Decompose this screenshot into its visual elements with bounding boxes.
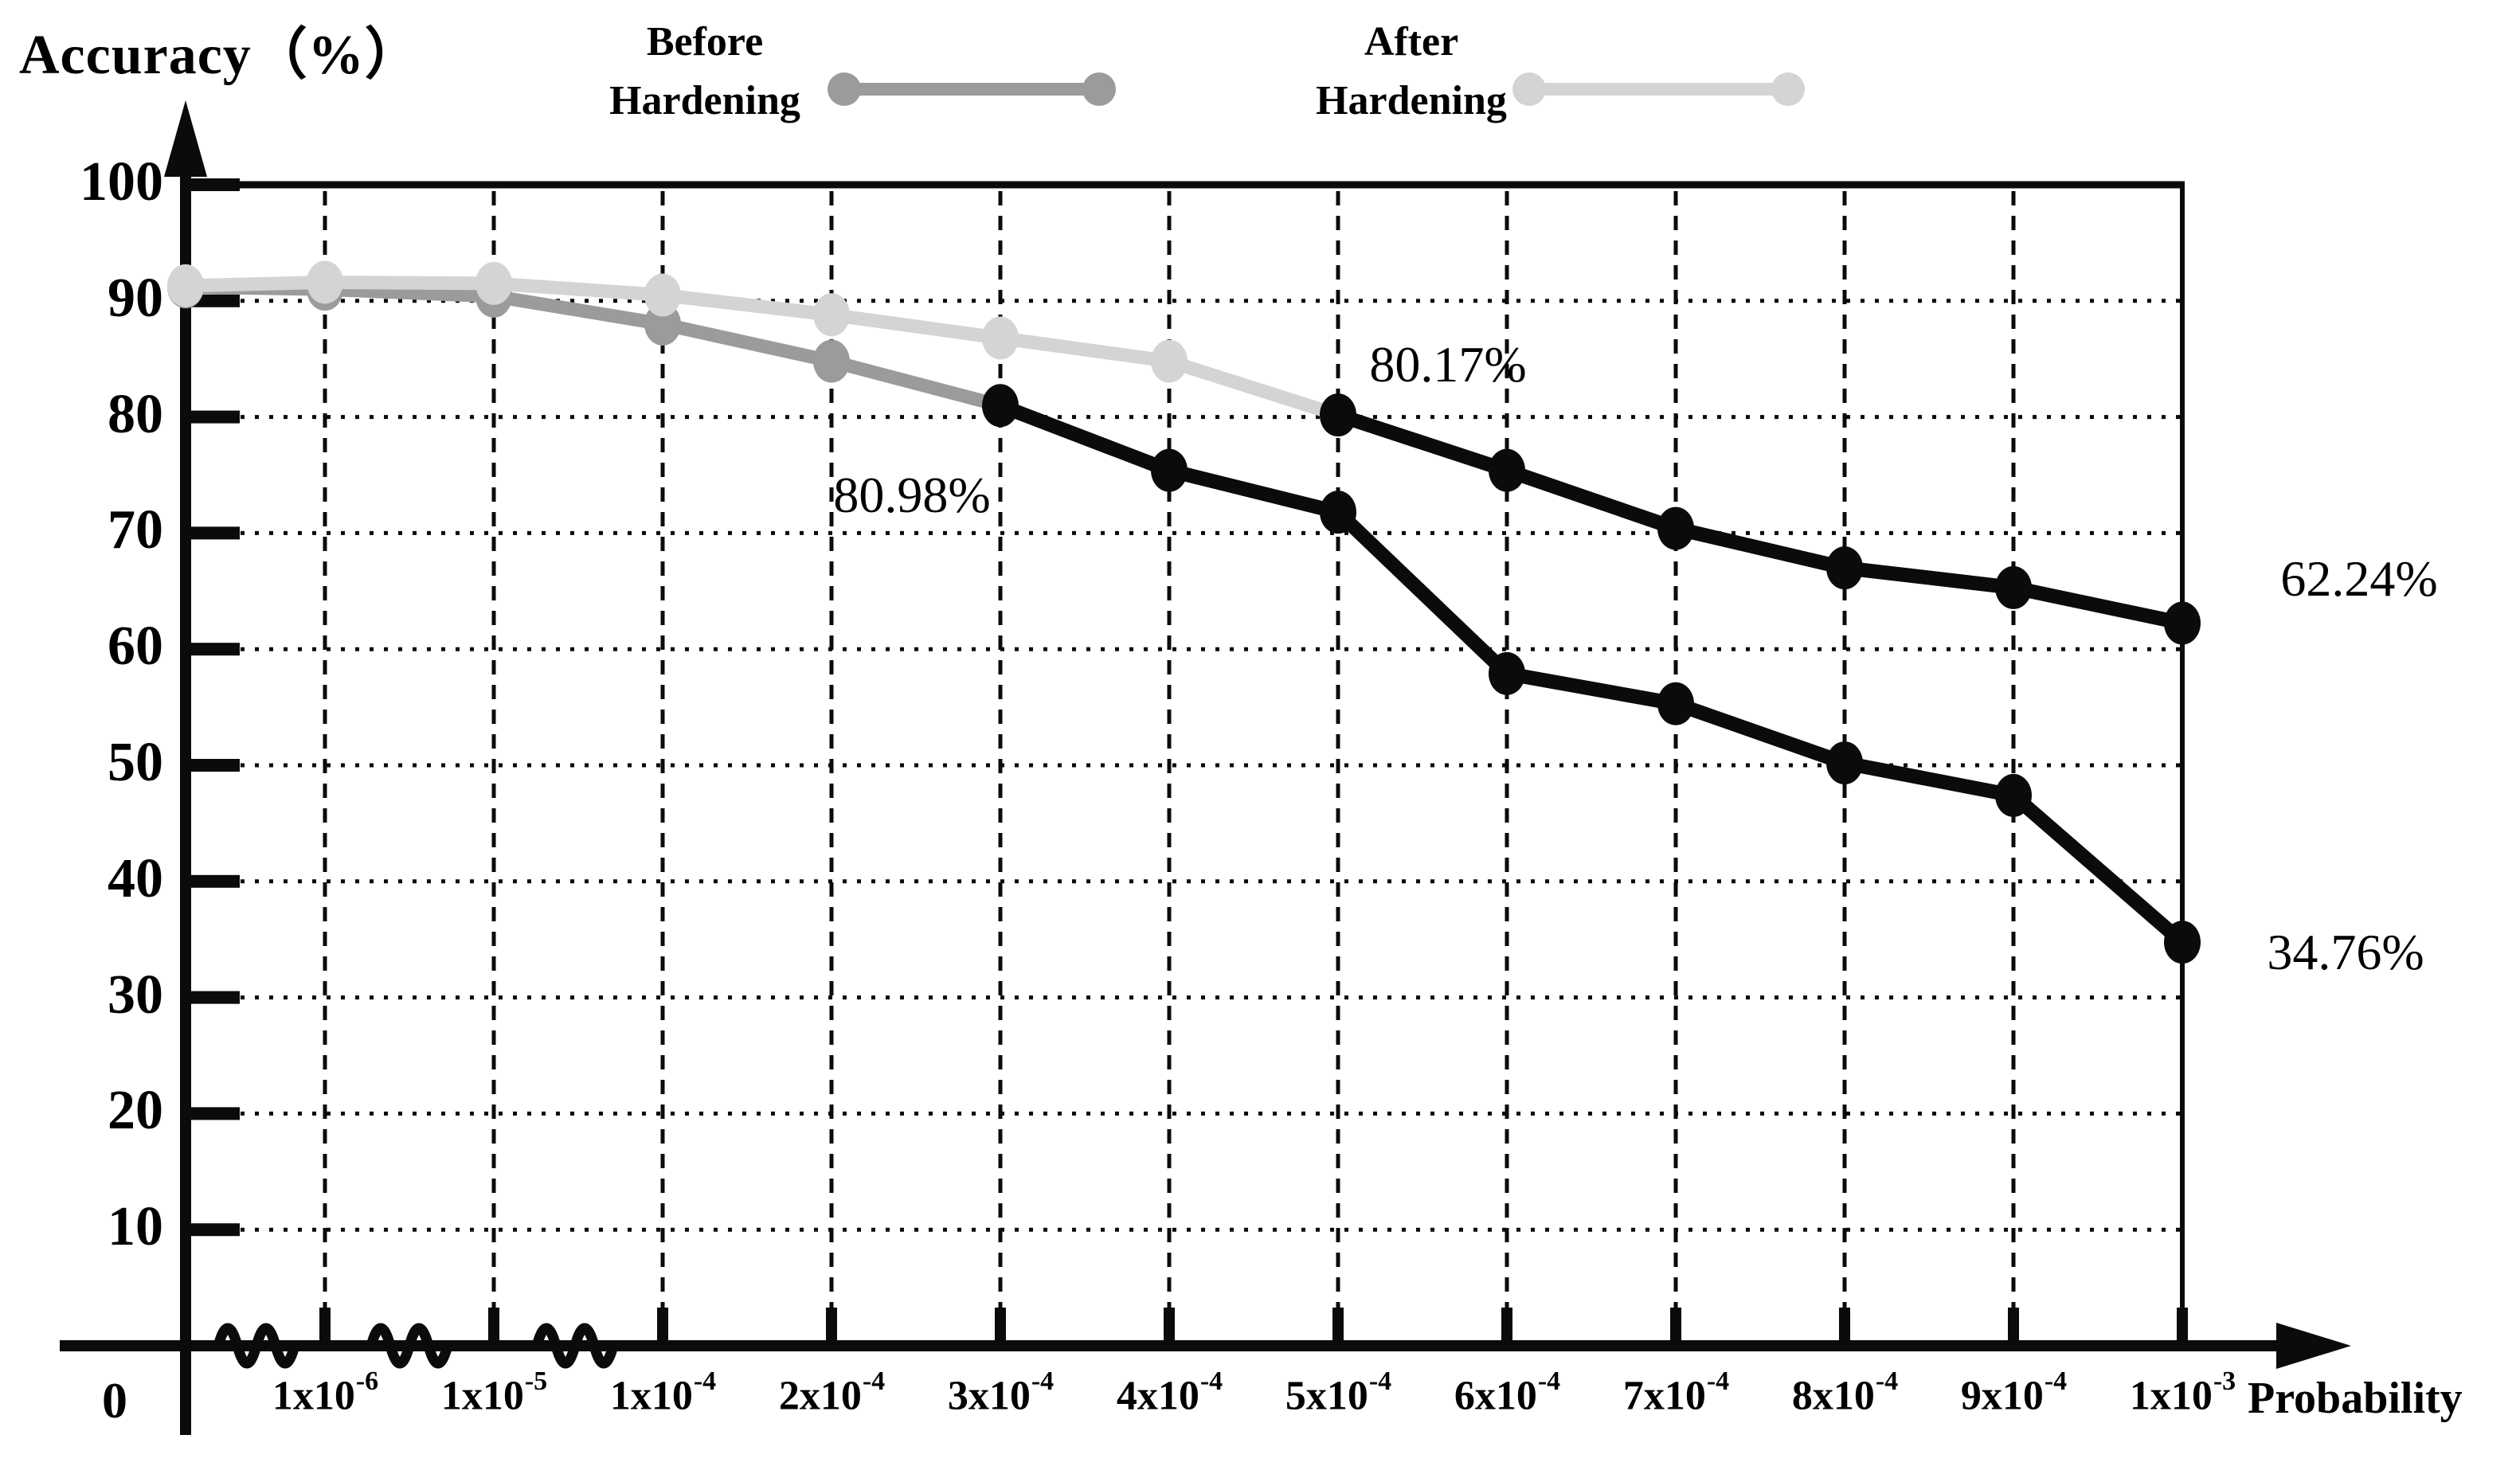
x-tick-10: [1839, 1308, 1850, 1346]
legend-label-after-line1: After: [1364, 19, 1459, 65]
y-tick-80: [182, 410, 240, 424]
legend-line-before-hardening-dot-left: [828, 72, 861, 106]
y-tick-50: [182, 759, 240, 772]
x-tick-label-4x10e-4: 4x10-4: [1116, 1366, 1223, 1419]
series-before-hardening-black-point-5: [982, 384, 1019, 428]
x-tick-label-3x10e-4: 3x10-4: [947, 1366, 1055, 1419]
series-after-hardening-light-point-6: [1151, 339, 1188, 383]
annotation-80-98: 80.98%: [833, 467, 991, 523]
y-tick-label-30: 30: [108, 964, 163, 1026]
y-axis-arrowhead: [164, 100, 207, 177]
x-tick-2: [488, 1308, 499, 1346]
series-after-hardening-black-point-8: [1489, 448, 1525, 492]
series-after-hardening-black-point-9: [1657, 506, 1694, 550]
x-tick-8: [1501, 1308, 1512, 1346]
x-tick-label-1x10e-5: 1x10-5: [440, 1366, 548, 1419]
x-tick-label-1x10e-4: 1x10-4: [609, 1366, 717, 1419]
series-after-hardening-light-point-2: [475, 261, 512, 305]
x-axis-break-2: [366, 1323, 453, 1369]
x-tick-1: [319, 1308, 331, 1346]
x-tick-4: [826, 1308, 837, 1346]
x-tick-7: [1332, 1308, 1344, 1346]
series-after-hardening-black-point-12: [2164, 601, 2201, 645]
x-tick-9: [1670, 1308, 1681, 1346]
legend-label-after-line2: Hardening: [1316, 78, 1507, 123]
annotation-62-24: 62.24%: [2280, 550, 2438, 607]
legend-label-before-hardening: Before Hardening: [585, 13, 824, 131]
x-tick-label-7x10e-4: 7x10-4: [1622, 1366, 1730, 1419]
x-tick-label-9x10e-4: 9x10-4: [1960, 1366, 2068, 1419]
y-tick-10: [182, 1223, 240, 1237]
series-before-hardening-black-point-11: [1995, 773, 2032, 817]
x-axis-break-1: [213, 1323, 300, 1369]
y-tick-label-20: 20: [108, 1080, 163, 1142]
legend-line-after-hardening-dot-left: [1512, 72, 1546, 106]
x-axis-break-3: [531, 1323, 619, 1369]
legend-label-before-line2: Hardening: [609, 78, 800, 123]
x-axis-title: Probability: [2248, 1374, 2463, 1423]
series-after-hardening-black-point-7: [1320, 393, 1356, 437]
series-after-hardening-light-line: [178, 275, 1345, 422]
legend-line-after-hardening-dot-right: [1771, 72, 1805, 106]
x-tick-5: [995, 1308, 1006, 1346]
x-tick-12: [2177, 1308, 2188, 1346]
y-tick-label-60: 60: [108, 615, 163, 677]
y-tick-label-10: 10: [108, 1195, 163, 1257]
y-tick-100: [182, 178, 240, 191]
series-after-hardening-light-point-4: [813, 293, 850, 337]
y-tick-70: [182, 526, 240, 540]
annotation-34-76: 34.76%: [2267, 924, 2424, 980]
x-tick-11: [2008, 1308, 2019, 1346]
series-after-hardening-black-point-10: [1826, 546, 1863, 590]
series-before-hardening-gray-line: [178, 280, 1008, 412]
x-tick-label-1x10e-3: 1x10-3: [2129, 1366, 2236, 1419]
x-axis-arrowhead: [2276, 1323, 2351, 1369]
series-after-hardening-light-point-5: [982, 316, 1019, 360]
x-tick-6: [1164, 1308, 1175, 1346]
series-before-hardening-black-point-10: [1826, 741, 1863, 785]
series-before-hardening-black-point-6: [1151, 448, 1188, 492]
series-after-hardening-black-line: [1331, 408, 2189, 631]
y-tick-40: [182, 874, 240, 888]
series-after-hardening-light-point-0: [167, 264, 204, 307]
y-axis-title: Accuracy（%）: [19, 25, 421, 86]
legend-line-before-hardening-dot-right: [1082, 72, 1116, 106]
series-before-hardening-black-point-7: [1320, 491, 1356, 534]
annotation-80-17: 80.17%: [1369, 336, 1527, 393]
x-tick-3: [657, 1308, 668, 1346]
x-tick-label-8x10e-4: 8x10-4: [1791, 1366, 1899, 1419]
series-before-hardening-black-point-9: [1657, 682, 1694, 725]
y-tick-30: [182, 991, 240, 1004]
series-after-hardening-light-point-1: [307, 260, 343, 304]
y-tick-label-50: 50: [108, 731, 163, 793]
legend-label-before-line1: Before: [646, 19, 764, 65]
origin-zero-label: 0: [102, 1372, 127, 1429]
legend-label-after-hardening: After Hardening: [1292, 13, 1531, 131]
y-tick-label-90: 90: [108, 267, 163, 329]
series-before-hardening-gray-point-4: [813, 339, 850, 383]
y-tick-20: [182, 1107, 240, 1120]
x-tick-label-6x10e-4: 6x10-4: [1454, 1366, 1561, 1419]
series-before-hardening-black-point-12: [2164, 921, 2201, 964]
y-tick-label-100: 100: [80, 151, 163, 213]
x-tick-label-1x10e-6: 1x10-6: [272, 1366, 379, 1419]
series-after-hardening-light-point-3: [644, 273, 681, 317]
series-before-hardening-black-line: [993, 398, 2189, 950]
series-before-hardening-black-point-8: [1489, 651, 1525, 695]
y-tick-label-40: 40: [108, 847, 163, 909]
x-tick-label-2x10e-4: 2x10-4: [778, 1366, 886, 1419]
y-tick-60: [182, 643, 240, 656]
series-after-hardening-black-point-11: [1995, 565, 2032, 609]
y-tick-label-70: 70: [108, 499, 163, 561]
y-tick-label-80: 80: [108, 383, 163, 445]
x-tick-label-5x10e-4: 5x10-4: [1285, 1366, 1392, 1419]
